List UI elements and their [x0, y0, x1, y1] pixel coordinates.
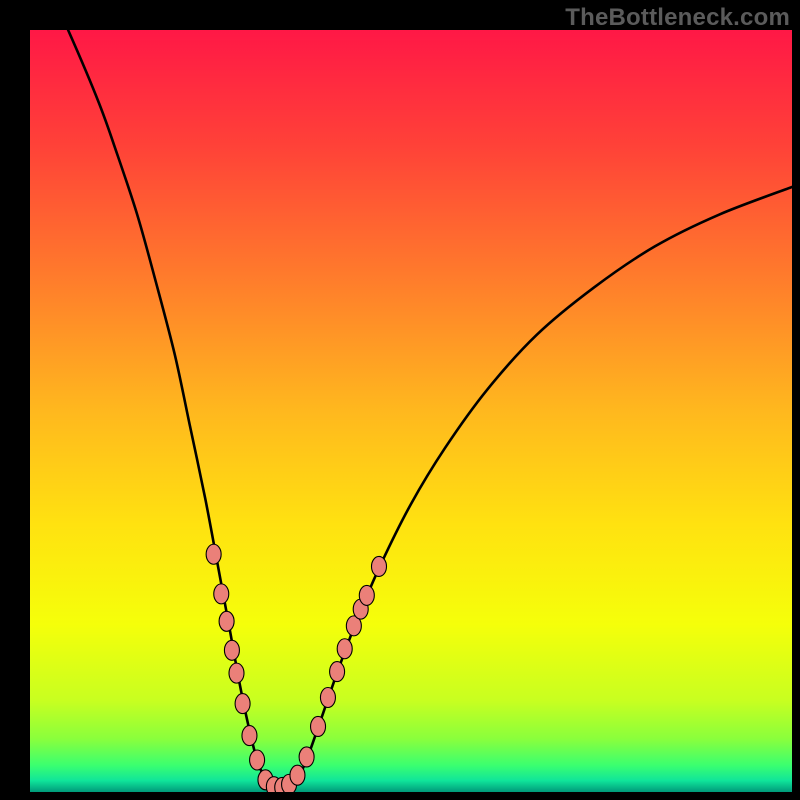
watermark-text: TheBottleneck.com: [565, 4, 790, 32]
marker-point: [311, 716, 326, 736]
plot-area: [30, 30, 792, 792]
plot-svg: [30, 30, 792, 792]
marker-point: [359, 585, 374, 605]
gradient-background: [30, 30, 792, 792]
marker-point: [320, 688, 335, 708]
marker-point: [219, 611, 234, 631]
marker-point: [206, 544, 221, 564]
chart-container: TheBottleneck.com: [0, 0, 800, 800]
marker-point: [229, 663, 244, 683]
marker-point: [235, 694, 250, 714]
marker-point: [214, 584, 229, 604]
marker-point: [299, 747, 314, 767]
marker-point: [224, 640, 239, 660]
marker-point: [371, 556, 386, 576]
marker-point: [330, 662, 345, 682]
marker-point: [250, 750, 265, 770]
marker-point: [337, 639, 352, 659]
marker-point: [242, 726, 257, 746]
marker-point: [290, 765, 305, 785]
